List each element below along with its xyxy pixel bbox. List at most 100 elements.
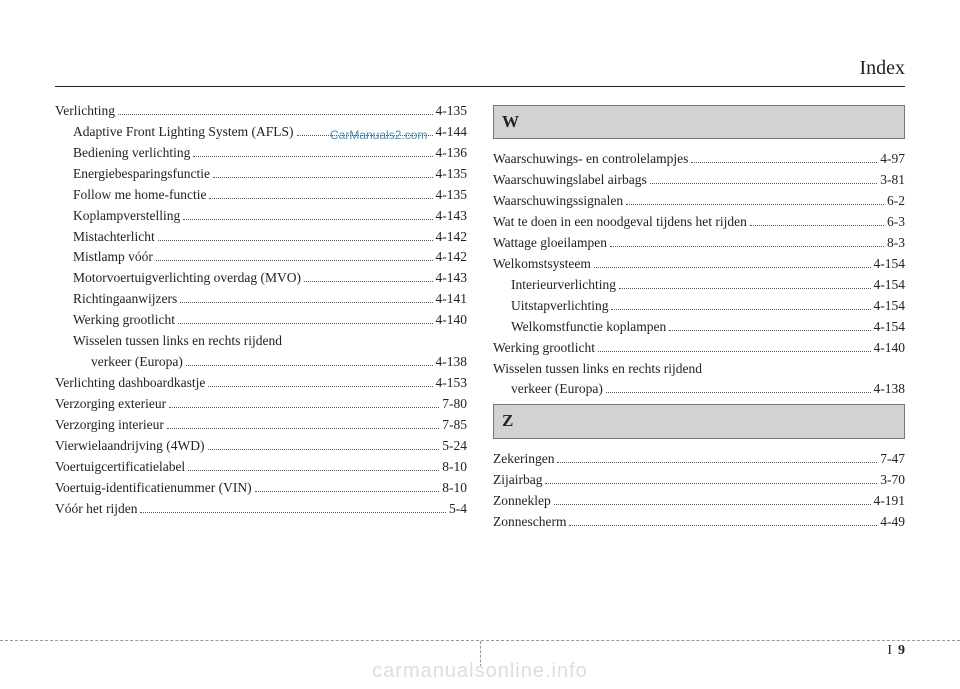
leader-dots (186, 365, 433, 366)
index-entry-label: Wat te doen in een noodgeval tijdens het… (493, 212, 747, 233)
index-entry-label: Follow me home-functie (73, 185, 206, 206)
index-entry-label: Werking grootlicht (73, 310, 175, 331)
index-entry: Mistlamp vóór 4-142 (55, 247, 467, 268)
leader-dots (167, 428, 439, 429)
leader-dots (606, 392, 871, 393)
leader-dots (183, 219, 432, 220)
index-entry-page: 8-3 (887, 233, 905, 254)
index-entry: Zijairbag3-70 (493, 470, 905, 491)
index-entry: Bediening verlichting4-136 (55, 143, 467, 164)
index-entry-label: Verzorging interieur (55, 415, 164, 436)
leader-dots (180, 302, 432, 303)
index-entry-label: Waarschuwings- en controlelampjes (493, 149, 688, 170)
index-entry-label: Adaptive Front Lighting System (AFLS) (73, 122, 294, 143)
index-entry-page: 5-24 (442, 436, 467, 457)
leader-dots (554, 504, 871, 505)
index-entry-page: 4-49 (880, 512, 905, 533)
index-entry-label: Verlichting (55, 101, 115, 122)
index-entry: Voertuig-identificatienummer (VIN) 8-10 (55, 478, 467, 499)
index-entry-page: 4-154 (874, 317, 906, 338)
index-entry-page: 3-81 (880, 170, 905, 191)
index-entry-page: 4-154 (874, 296, 906, 317)
leader-dots (169, 407, 439, 408)
index-entry: Interieurverlichting4-154 (493, 275, 905, 296)
index-entry-label: Waarschuwingslabel airbags (493, 170, 647, 191)
index-entry-page: 5-4 (449, 499, 467, 520)
index-entry: Waarschuwings- en controlelampjes 4-97 (493, 149, 905, 170)
index-entry-page: 4-153 (436, 373, 468, 394)
index-entry-page: 4-142 (436, 227, 468, 248)
leader-dots (156, 260, 433, 261)
leader-dots (598, 351, 870, 352)
index-entry-page: 4-142 (436, 247, 468, 268)
index-entry-page: 8-10 (442, 478, 467, 499)
leader-dots (118, 114, 433, 115)
leader-dots (650, 183, 878, 184)
index-entry-label: Welkomstfunctie koplampen (511, 317, 666, 338)
watermark-carmanualsonline: carmanualsonline.info (0, 660, 960, 683)
index-entry-label: Zonnescherm (493, 512, 566, 533)
leader-dots (213, 177, 433, 178)
index-entry: Wisselen tussen links en rechts rijdend (55, 331, 467, 352)
index-entry-label: Bediening verlichting (73, 143, 190, 164)
index-entry: Vóór het rijden 5-4 (55, 499, 467, 520)
index-entry: verkeer (Europa)4-138 (493, 379, 905, 400)
index-entry-label: Uitstapverlichting (511, 296, 608, 317)
header: Index (55, 50, 905, 87)
index-entry-page: 4-135 (436, 101, 468, 122)
index-entry-page: 4-154 (874, 254, 906, 275)
index-entry: Zonneklep4-191 (493, 491, 905, 512)
index-entry: Verzorging interieur 7-85 (55, 415, 467, 436)
index-entry: Wat te doen in een noodgeval tijdens het… (493, 212, 905, 233)
index-entry-label: Energiebesparingsfunctie (73, 164, 210, 185)
index-entry: Wattage gloeilampen8-3 (493, 233, 905, 254)
index-entry: Follow me home-functie 4-135 (55, 185, 467, 206)
watermark-carmanuals2: CarManuals2.com (330, 128, 427, 142)
leader-dots (611, 309, 870, 310)
leader-dots (208, 386, 432, 387)
index-entry-page: 4-143 (436, 206, 468, 227)
leader-dots (569, 525, 877, 526)
index-entry: Welkomstsysteem4-154 (493, 254, 905, 275)
leader-dots (545, 483, 877, 484)
index-entry-page: 6-2 (887, 191, 905, 212)
content-columns: Verlichting 4-135 Adaptive Front Lighting … (55, 101, 905, 532)
index-entry-label: Wisselen tussen links en rechts rijdend (73, 331, 282, 352)
index-entry: Wisselen tussen links en rechts rijdend (493, 359, 905, 380)
leader-dots (188, 470, 439, 471)
index-entry-page: 4-97 (880, 149, 905, 170)
leader-dots (626, 204, 884, 205)
index-entry-page: 4-144 (436, 122, 468, 143)
index-entry: Waarschuwingssignalen6-2 (493, 191, 905, 212)
page-title: Index (859, 57, 905, 80)
index-entry-label: Vierwielaandrijving (4WD) (55, 436, 205, 457)
index-entry-page: 4-141 (436, 289, 468, 310)
index-entry: Mistachterlicht4-142 (55, 227, 467, 248)
index-page: Index CarManuals2.com Verlichting 4-135 Ad… (0, 0, 960, 689)
page-number: I9 (887, 643, 905, 659)
index-entry-page: 7-85 (442, 415, 467, 436)
index-entry-label: Koplampverstelling (73, 206, 180, 227)
index-entry: Verlichting dashboardkastje 4-153 (55, 373, 467, 394)
leader-dots (208, 449, 440, 450)
index-entry: Werking grootlicht4-140 (55, 310, 467, 331)
leader-dots (140, 512, 446, 513)
index-entry: verkeer (Europa)4-138 (55, 352, 467, 373)
index-entry: Voertuigcertificatielabel8-10 (55, 457, 467, 478)
leader-dots (193, 156, 432, 157)
leader-dots (158, 240, 433, 241)
index-entry-label: verkeer (Europa) (91, 352, 183, 373)
index-entry-page: 4-135 (436, 185, 468, 206)
left-column: Verlichting 4-135 Adaptive Front Lighting … (55, 101, 467, 532)
index-entry-label: Vóór het rijden (55, 499, 137, 520)
index-entry-label: Verlichting dashboardkastje (55, 373, 205, 394)
leader-dots (691, 162, 877, 163)
index-entry-page: 4-154 (874, 275, 906, 296)
index-entry-page: 7-80 (442, 394, 467, 415)
index-entry-label: Voertuigcertificatielabel (55, 457, 185, 478)
index-entry-label: Voertuig-identificatienummer (VIN) (55, 478, 252, 499)
index-entry-page: 4-143 (436, 268, 468, 289)
index-entry-label: Mistlamp vóór (73, 247, 153, 268)
page-section: I (887, 643, 892, 658)
index-entry-page: 3-70 (880, 470, 905, 491)
